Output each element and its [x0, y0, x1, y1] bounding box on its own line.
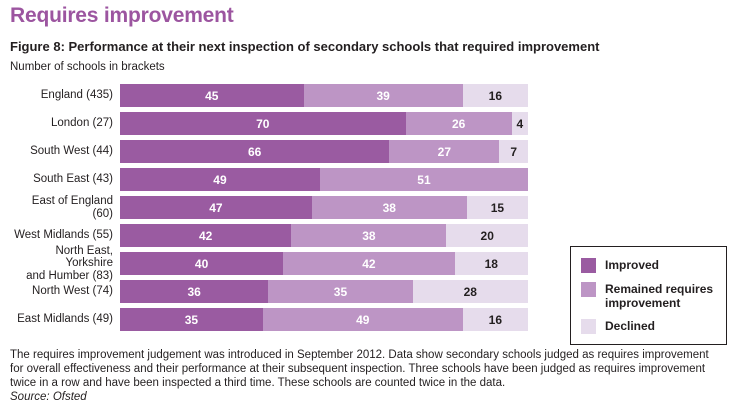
stacked-bar-chart: England (435) 45 39 16 London (27) 70 26 4 South…: [10, 84, 535, 336]
chart-note: Number of schools in brackets: [10, 61, 165, 73]
bar-segment-improved: 35: [120, 308, 263, 331]
chart-row: England (435) 45 39 16: [10, 84, 535, 107]
stacked-bar: 70 26 4: [120, 112, 528, 135]
chart-row: South West (44) 66 27 7: [10, 140, 535, 163]
chart-row: North East, Yorkshire and Humber (83) 40 4…: [10, 244, 535, 282]
bar-segment-remained: 49: [262, 308, 463, 331]
legend-item-declined: Declined: [581, 319, 716, 334]
bar-segment-declined: 4: [511, 112, 528, 135]
bar-segment-improved: 45: [120, 84, 304, 107]
bar-segment-improved: 66: [120, 140, 390, 163]
bar-segment-improved: 49: [120, 168, 320, 191]
bar-segment-improved: 70: [120, 112, 406, 135]
legend-label: Declined: [605, 319, 656, 333]
stacked-bar: 66 27 7: [120, 140, 528, 163]
bar-segment-declined: 28: [412, 280, 528, 303]
bar-segment-declined: 16: [462, 84, 528, 107]
category-label: South West (44): [30, 145, 113, 158]
legend-label: Improved: [605, 258, 660, 272]
stacked-bar: 40 42 18: [120, 252, 528, 275]
stacked-bar: 35 49 16: [120, 308, 528, 331]
bar-segment-improved: 47: [120, 196, 312, 219]
chart-row: London (27) 70 26 4: [10, 112, 535, 135]
bar-segment-remained: 35: [268, 280, 413, 303]
bar-segment-declined: 7: [499, 140, 528, 163]
bar-segment-declined: 16: [462, 308, 528, 331]
bar-segment-declined: 15: [466, 196, 529, 219]
bar-segment-improved: 40: [120, 252, 284, 275]
bar-segment-remained: 27: [389, 140, 500, 163]
figure-title: Figure 8: Performance at their next insp…: [10, 39, 600, 54]
category-label: London (27): [50, 117, 113, 130]
declined-swatch: [581, 319, 596, 334]
category-label: England (435): [40, 89, 113, 102]
bar-segment-remained: 39: [303, 84, 463, 107]
legend-item-improved: Improved: [581, 258, 716, 273]
category-label: South East (43): [33, 173, 113, 186]
category-label: West Midlands (55): [14, 229, 113, 242]
chart-row: South East (43) 49 51: [10, 168, 535, 191]
stacked-bar: 47 38 15: [120, 196, 529, 219]
bar-segment-remained: 38: [311, 196, 467, 219]
improved-swatch: [581, 258, 596, 273]
remained-swatch: [581, 282, 596, 297]
chart-row: East of England (60) 47 38 15: [10, 195, 535, 220]
bar-segment-remained: 42: [283, 252, 455, 275]
bar-segment-declined: 18: [454, 252, 528, 275]
stacked-bar: 36 35 28: [120, 280, 528, 303]
chart-row: East Midlands (49) 35 49 16: [10, 308, 535, 331]
bar-segment-improved: 36: [120, 280, 269, 303]
category-label: East of England (60): [31, 195, 113, 220]
chart-row: West Midlands (55) 42 38 20: [10, 224, 535, 247]
stacked-bar: 49 51: [120, 168, 528, 191]
stacked-bar: 45 39 16: [120, 84, 528, 107]
bar-segment-improved: 42: [120, 224, 292, 247]
source-credit: Source: Ofsted: [10, 391, 87, 403]
chart-row: North West (74) 36 35 28: [10, 280, 535, 303]
legend-item-remained: Remained requires improvement: [581, 282, 716, 310]
chart-legend: Improved Remained requires improvement D…: [570, 246, 727, 345]
category-label: North West (74): [32, 285, 113, 298]
stacked-bar: 42 38 20: [120, 224, 528, 247]
bar-segment-declined: 20: [446, 224, 528, 247]
bar-segment-remained: 38: [291, 224, 447, 247]
footnote: The requires improvement judgement was i…: [10, 349, 709, 389]
legend-label: Remained requires improvement: [605, 282, 714, 310]
category-label: North East, Yorkshire and Humber (83): [26, 244, 113, 282]
bar-segment-remained: 51: [319, 168, 528, 191]
category-label: East Midlands (49): [17, 313, 113, 326]
bar-segment-remained: 26: [405, 112, 512, 135]
page-title: Requires improvement: [10, 4, 234, 27]
